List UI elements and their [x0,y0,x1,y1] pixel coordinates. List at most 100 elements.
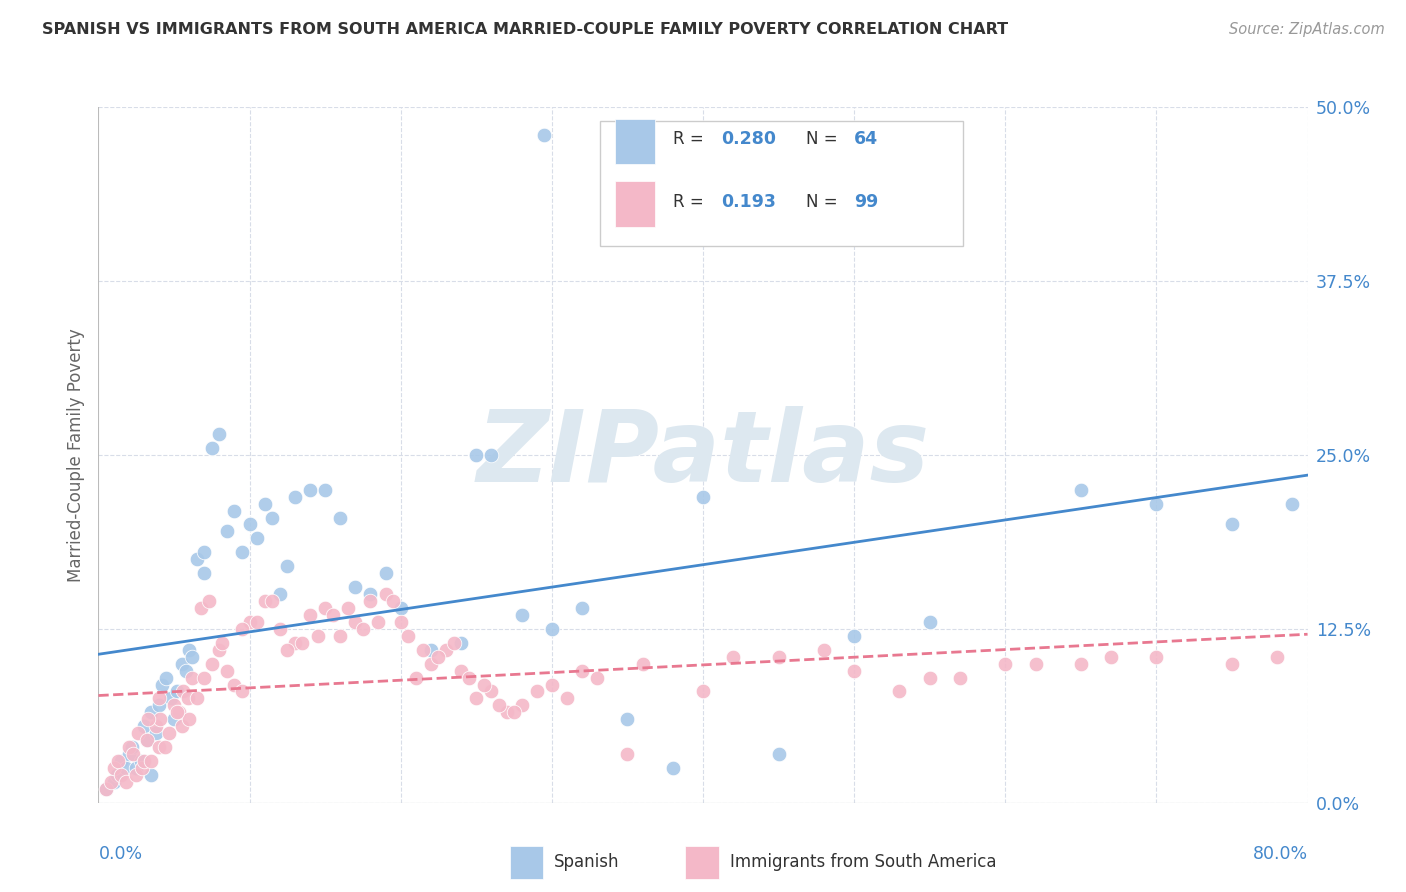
FancyBboxPatch shape [614,181,655,227]
Point [481,448,503,462]
Point [314,601,336,615]
Point [427,649,450,664]
Point [1099,649,1122,664]
Text: R =: R = [672,130,709,148]
Point [526,684,548,698]
Text: ZIPatlas: ZIPatlas [477,407,929,503]
Point [166,706,188,720]
Point [197,594,219,608]
Point [121,740,143,755]
Point [129,754,152,768]
Point [1220,657,1243,671]
FancyBboxPatch shape [509,846,543,880]
Point [231,622,253,636]
Point [443,636,465,650]
Point [145,719,167,733]
Point [540,622,562,636]
Point [239,615,262,629]
Point [1220,517,1243,532]
Point [420,657,443,671]
Point [299,483,322,497]
Point [179,642,201,657]
Point [131,761,153,775]
Y-axis label: Married-Couple Family Poverty: Married-Couple Family Poverty [66,328,84,582]
Point [503,706,526,720]
Point [193,671,215,685]
Point [114,775,136,789]
Point [1267,649,1289,664]
Point [166,684,188,698]
Point [510,698,533,713]
Point [201,441,224,455]
Point [889,684,911,698]
Point [141,754,163,768]
Point [110,754,132,768]
Point [186,691,208,706]
Point [107,754,129,768]
Point [122,747,145,761]
Point [374,587,396,601]
Point [389,601,412,615]
Point [103,775,125,789]
Point [616,712,638,726]
Point [167,706,190,720]
Point [193,545,215,559]
Text: Source: ZipAtlas.com: Source: ZipAtlas.com [1229,22,1385,37]
Point [141,768,163,782]
Point [1144,497,1167,511]
Point [540,677,562,691]
Point [344,580,367,594]
Text: N =: N = [806,130,842,148]
Point [367,615,389,629]
Point [450,664,472,678]
FancyBboxPatch shape [600,121,963,246]
Point [201,657,224,671]
Point [141,706,163,720]
Point [103,761,125,775]
Point [136,712,159,726]
Point [1070,657,1092,671]
Text: 0.280: 0.280 [721,130,776,148]
Point [450,636,472,650]
Point [1070,483,1092,497]
Point [114,761,136,775]
Point [208,642,231,657]
Point [465,448,488,462]
Point [918,615,941,629]
Point [94,781,117,796]
Point [495,706,517,720]
Point [352,622,374,636]
Point [208,427,231,442]
Text: R =: R = [672,193,709,211]
Text: 64: 64 [855,130,879,148]
Point [768,649,790,664]
Text: Immigrants from South America: Immigrants from South America [730,853,995,871]
Point [813,642,835,657]
Point [360,587,382,601]
Point [253,497,276,511]
Point [181,649,204,664]
Point [125,768,148,782]
Point [100,775,122,789]
Point [276,559,298,574]
Point [215,524,238,539]
Point [262,594,284,608]
Point [284,490,307,504]
Point [844,629,866,643]
Point [465,691,488,706]
Point [329,629,352,643]
Point [586,671,609,685]
Point [420,642,443,657]
Point [118,740,141,755]
Point [186,552,208,566]
Point [307,629,329,643]
Point [374,566,396,581]
Point [949,671,972,685]
Point [253,594,276,608]
Point [382,594,405,608]
Point [571,664,593,678]
Point [269,587,291,601]
Point [284,636,307,650]
Point [211,636,233,650]
Point [105,768,128,782]
